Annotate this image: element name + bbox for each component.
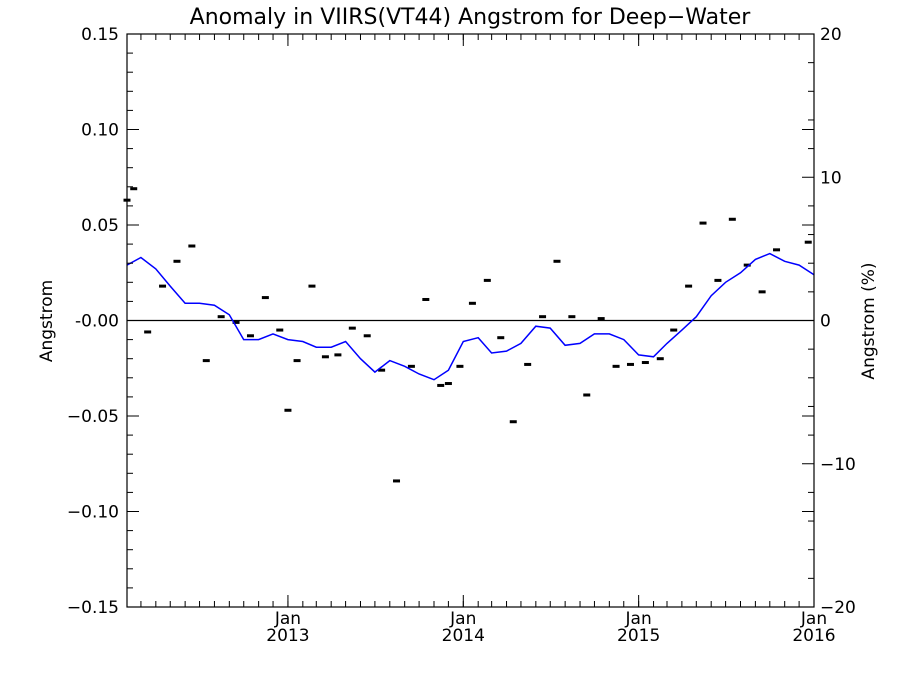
y-tick-label: −0.15: [67, 598, 119, 618]
data-point: [468, 301, 476, 305]
y-right-tick-label: −10: [820, 455, 856, 475]
data-point: [743, 263, 751, 267]
data-point: [130, 187, 138, 191]
data-point: [483, 278, 491, 282]
data-point: [437, 383, 445, 387]
data-point: [699, 221, 707, 225]
y-right-tick-label: 10: [820, 168, 842, 188]
data-point: [656, 357, 664, 361]
data-point: [444, 382, 452, 386]
data-point: [284, 408, 292, 412]
data-point: [568, 315, 576, 319]
data-point: [393, 479, 401, 483]
data-point: [173, 259, 181, 263]
series-layer: [123, 187, 815, 483]
data-point: [612, 364, 620, 368]
y-right-tick-label: −20: [820, 598, 856, 618]
x-tick-label-year: 2013: [266, 626, 309, 646]
data-point: [553, 259, 561, 263]
y-tick-label: -0.00: [75, 312, 119, 332]
x-tick-label-month: Jan: [800, 609, 827, 629]
x-tick-label-year: 2016: [792, 626, 835, 646]
y-tick-label: 0.15: [81, 25, 119, 45]
data-point: [188, 244, 196, 248]
data-point: [348, 326, 356, 330]
data-point: [626, 362, 634, 366]
data-point: [378, 368, 386, 372]
x-tick-label-year: 2014: [442, 626, 485, 646]
data-point: [407, 364, 415, 368]
data-point: [509, 420, 517, 424]
data-point: [758, 290, 766, 294]
x-tick-label-month: Jan: [274, 609, 301, 629]
data-point: [334, 353, 342, 357]
data-point: [422, 297, 430, 301]
y-right-tick-label: 0: [820, 312, 831, 332]
y-tick-label: −0.05: [67, 407, 119, 427]
chart-title: Anomaly in VIIRS(VT44) Angstrom for Deep…: [190, 5, 752, 30]
data-point: [497, 336, 505, 340]
y-tick-label: −0.10: [67, 503, 119, 523]
x-tick-label-year: 2015: [617, 626, 660, 646]
y-tick-label: 0.05: [81, 216, 119, 236]
axes-layer: 0.15 0.10 0.05 -0.00 −0.05 −0.10 −0.15 20 10 0 −10…: [67, 25, 856, 646]
data-point: [641, 361, 649, 365]
data-point: [261, 296, 269, 300]
data-point: [456, 364, 464, 368]
data-point: [597, 317, 605, 321]
y-axis-label-left: Angstrom: [37, 280, 57, 362]
data-point: [202, 359, 210, 363]
data-point: [276, 328, 284, 332]
data-point: [246, 334, 254, 338]
data-point: [728, 217, 736, 221]
data-point: [232, 320, 240, 324]
data-point: [144, 330, 152, 334]
data-point: [714, 278, 722, 282]
data-point: [583, 393, 591, 397]
data-point: [217, 315, 225, 319]
data-point: [308, 284, 316, 288]
data-point: [159, 284, 167, 288]
x-tick-label-month: Jan: [625, 609, 652, 629]
data-point: [363, 334, 371, 338]
data-point: [804, 240, 812, 244]
data-point: [293, 359, 301, 363]
data-point: [670, 328, 678, 332]
y-right-tick-label: 20: [820, 25, 842, 45]
series-line: [126, 252, 815, 381]
data-point: [685, 284, 693, 288]
data-point: [773, 248, 781, 252]
y-axis-label-right: Angstrom (%): [859, 262, 879, 379]
data-point: [524, 362, 532, 366]
data-point: [539, 315, 547, 319]
data-point: [321, 355, 329, 359]
y-tick-label: 0.10: [81, 121, 119, 141]
x-tick-label-month: Jan: [449, 609, 476, 629]
